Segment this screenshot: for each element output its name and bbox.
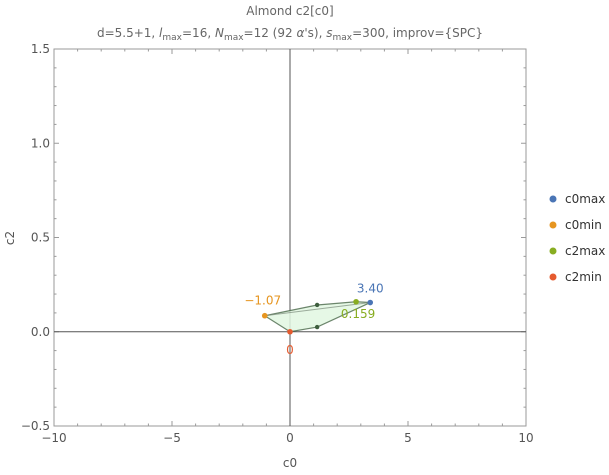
x-tick-label: 10 xyxy=(518,431,533,445)
point-c0min xyxy=(261,312,268,319)
region-chord xyxy=(264,302,371,317)
region-fill xyxy=(264,301,371,332)
x-tick-label: 5 xyxy=(404,431,412,445)
tick-labels: −10 −5 0 5 10 −0.5 0.0 0.5 1.0 1.5 xyxy=(21,42,534,445)
y-axis-label: c2 xyxy=(3,231,17,245)
legend-label-c0max: c0max xyxy=(565,192,605,206)
data-label-c0min: −1.07 xyxy=(244,294,281,308)
y-tick-label: 0.0 xyxy=(31,325,50,339)
chart-title: Almond c2[c0] xyxy=(246,4,333,18)
legend-label-c0min: c0min xyxy=(565,218,602,232)
legend-marker-c0max xyxy=(549,195,557,203)
legend: c0max c0min c2max c2min xyxy=(549,192,605,284)
x-tick-label: 0 xyxy=(286,431,294,445)
region-vertex xyxy=(314,302,320,308)
legend-marker-c2min xyxy=(549,273,557,281)
x-tick-label: −5 xyxy=(163,431,181,445)
region-vertex xyxy=(314,324,320,330)
data-label-c2min: 0 xyxy=(286,343,294,357)
legend-marker-c0min xyxy=(549,221,557,229)
x-axis-label: c0 xyxy=(283,456,297,470)
x-tick-label: −10 xyxy=(41,431,66,445)
y-tick-label: −0.5 xyxy=(21,419,50,433)
zero-axes xyxy=(54,49,526,426)
legend-label-c2min: c2min xyxy=(565,270,602,284)
data-label-c0max: 3.40 xyxy=(357,282,384,296)
point-c2max xyxy=(353,298,359,305)
chart-subtitle: d=5.5+1, lmax=16, Nmax=12 (92 α's), smax… xyxy=(97,26,483,43)
data-label-c2max: 0.159 xyxy=(341,307,375,321)
legend-label-c2max: c2max xyxy=(565,244,605,258)
legend-marker-c2max xyxy=(549,247,557,255)
y-tick-label: 1.0 xyxy=(31,136,50,150)
y-tick-label: 1.5 xyxy=(31,42,50,56)
point-c0max xyxy=(367,299,374,306)
y-tick-label: 0.5 xyxy=(31,231,50,245)
data-marks: 3.40 −1.07 0.159 0 xyxy=(244,282,383,357)
point-c2min xyxy=(287,328,293,335)
